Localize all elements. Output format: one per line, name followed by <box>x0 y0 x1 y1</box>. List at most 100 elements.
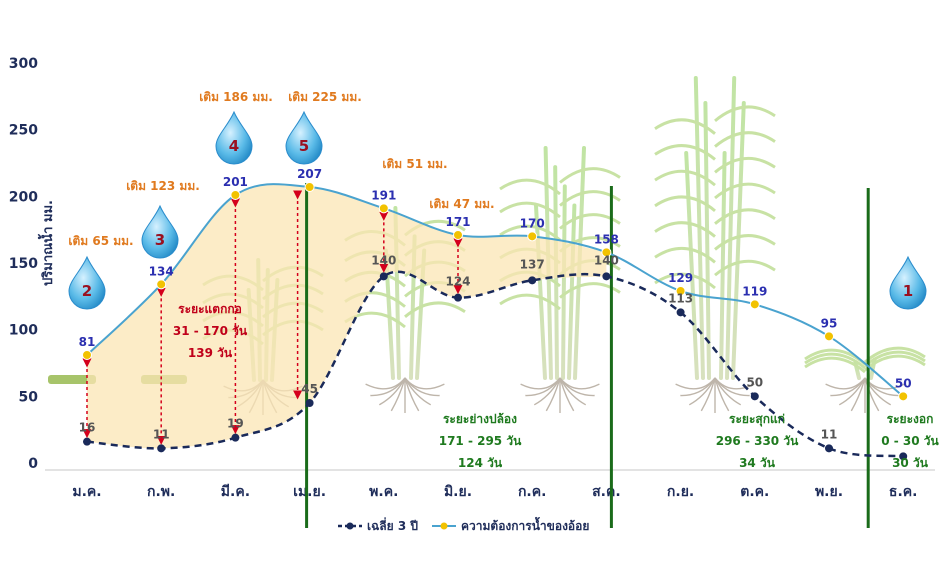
x-tick-label: ต.ค. <box>740 484 769 500</box>
demand-point <box>156 279 167 290</box>
plant-leaf <box>714 208 776 225</box>
plant-stalk <box>703 101 711 380</box>
plant-leaf <box>654 195 716 213</box>
plant-leaf <box>654 221 716 238</box>
plant-leaf <box>499 201 561 219</box>
demand-value-label: 50 <box>895 376 912 390</box>
plant-stalk <box>684 151 699 380</box>
demand-value-label: 95 <box>821 316 838 330</box>
drop-number: 5 <box>299 137 309 155</box>
y-tick-label: 50 <box>19 389 39 405</box>
drop-number: 1 <box>903 282 913 300</box>
plant-leaf <box>404 301 466 318</box>
y-tick-label: 0 <box>28 456 38 472</box>
x-tick-label: เม.ย. <box>293 484 326 500</box>
top-up-label: เติม 225 มม. <box>288 90 362 104</box>
demand-value-label: 171 <box>445 215 470 229</box>
average-value-label: 140 <box>594 253 619 267</box>
stage-days: 139 วัน <box>188 346 233 360</box>
plant-stalk <box>719 151 727 380</box>
x-axis: ม.ค. ก.พ. มี.ค. เม.ย. พ.ค. มิ.ย. ก.ค. ส.ค. ก.ย. ต… <box>45 469 935 500</box>
x-tick-label: มี.ค. <box>221 484 250 500</box>
y-tick-label: 150 <box>9 256 38 272</box>
drop-shape <box>285 110 323 165</box>
demand-line <box>86 183 904 398</box>
top-up-label: เติม 51 มม. <box>382 157 447 171</box>
legend-marker-average <box>346 522 354 530</box>
x-tick-label: มิ.ย. <box>444 484 472 500</box>
demand-value-label: 207 <box>297 167 322 181</box>
drop-shape <box>141 204 179 259</box>
demand-point <box>749 299 760 310</box>
water-drop-icon: 3 <box>141 204 179 259</box>
plant-leaf <box>654 169 716 187</box>
average-value-label: 113 <box>668 291 693 305</box>
stage-title: ระยะงอก <box>887 412 934 426</box>
water-deficit-area <box>87 184 607 449</box>
plant-leaf <box>499 178 561 196</box>
plant-leaf <box>714 156 776 174</box>
legend-label-average: เฉลี่ย 3 ปี <box>367 517 418 533</box>
plant-root <box>688 377 716 406</box>
average-point <box>305 399 314 407</box>
y-tick-label: 100 <box>9 323 38 339</box>
stage-range: 296 - 330 วัน <box>716 434 799 448</box>
plant-leaf <box>559 167 621 184</box>
average-value-label: 45 <box>301 382 318 396</box>
plant-leaf <box>804 352 866 370</box>
average-point <box>825 444 833 453</box>
plant-leaf <box>864 346 926 364</box>
stage-title: ระยะสุกแก่ <box>729 412 785 427</box>
demand-point <box>527 231 538 242</box>
average-value-label: 11 <box>153 427 170 441</box>
demand-point <box>378 203 389 214</box>
demand-value-label: 119 <box>742 284 767 298</box>
average-point <box>528 276 537 285</box>
drop-shape <box>889 255 927 310</box>
drop-number: 2 <box>82 282 92 300</box>
plant-root <box>700 377 716 412</box>
plant-leaf <box>714 259 776 277</box>
demand-value-label: 158 <box>594 232 619 246</box>
water-drop-icon: 4 <box>215 110 253 165</box>
drop-number: 4 <box>229 137 239 155</box>
plant-root <box>533 377 561 406</box>
plant-stalk <box>731 101 746 380</box>
stage-days: 34 วัน <box>739 456 776 470</box>
stage-range: 0 - 30 วัน <box>881 434 939 448</box>
plant-leaf <box>864 350 926 368</box>
average-point <box>602 272 611 281</box>
plant-root <box>378 377 406 406</box>
plant-leaf <box>714 182 776 200</box>
plant-leaf <box>714 131 776 148</box>
stage-days: 124 วัน <box>458 456 503 470</box>
average-point <box>379 272 388 281</box>
average-value-label: 50 <box>746 375 763 389</box>
top-up-label: เติม 65 มม. <box>68 234 133 248</box>
plant-leaf <box>559 213 621 230</box>
top-up-label: เติม 186 มม. <box>199 90 273 104</box>
average-value-label: 140 <box>371 253 396 267</box>
water-drop-icon: 2 <box>68 255 106 310</box>
y-tick-label: 300 <box>9 56 38 72</box>
annotation-layer: เติม 65 มม. เติม 123 มม. เติม 186 มม. เติม … <box>68 90 939 470</box>
plant-leaf <box>714 105 776 123</box>
plant-stalk <box>561 184 567 380</box>
demand-point <box>304 182 315 192</box>
stage-range: 31 - 170 วัน <box>173 324 248 338</box>
average-point <box>454 293 462 302</box>
drop-shape <box>215 110 253 165</box>
stage-days: 30 วัน <box>892 456 929 470</box>
plant-leaf <box>864 354 926 372</box>
average-value-label: 16 <box>79 421 96 435</box>
y-tick-label: 200 <box>9 189 38 205</box>
legend-label-demand: ความต้องการน้ำของอ้อย <box>461 516 589 533</box>
top-up-arrows <box>82 190 463 445</box>
plant-leaf <box>559 282 621 299</box>
y-axis-title: ปริมาณน้ำ มม. <box>37 200 56 286</box>
demand-point <box>824 331 834 342</box>
x-tick-label: พ.ค. <box>369 484 398 500</box>
demand-value-label: 191 <box>371 188 396 202</box>
y-axis: 0 50 100 150 200 250 300 ปริมาณน้ำ มม. <box>9 56 56 472</box>
